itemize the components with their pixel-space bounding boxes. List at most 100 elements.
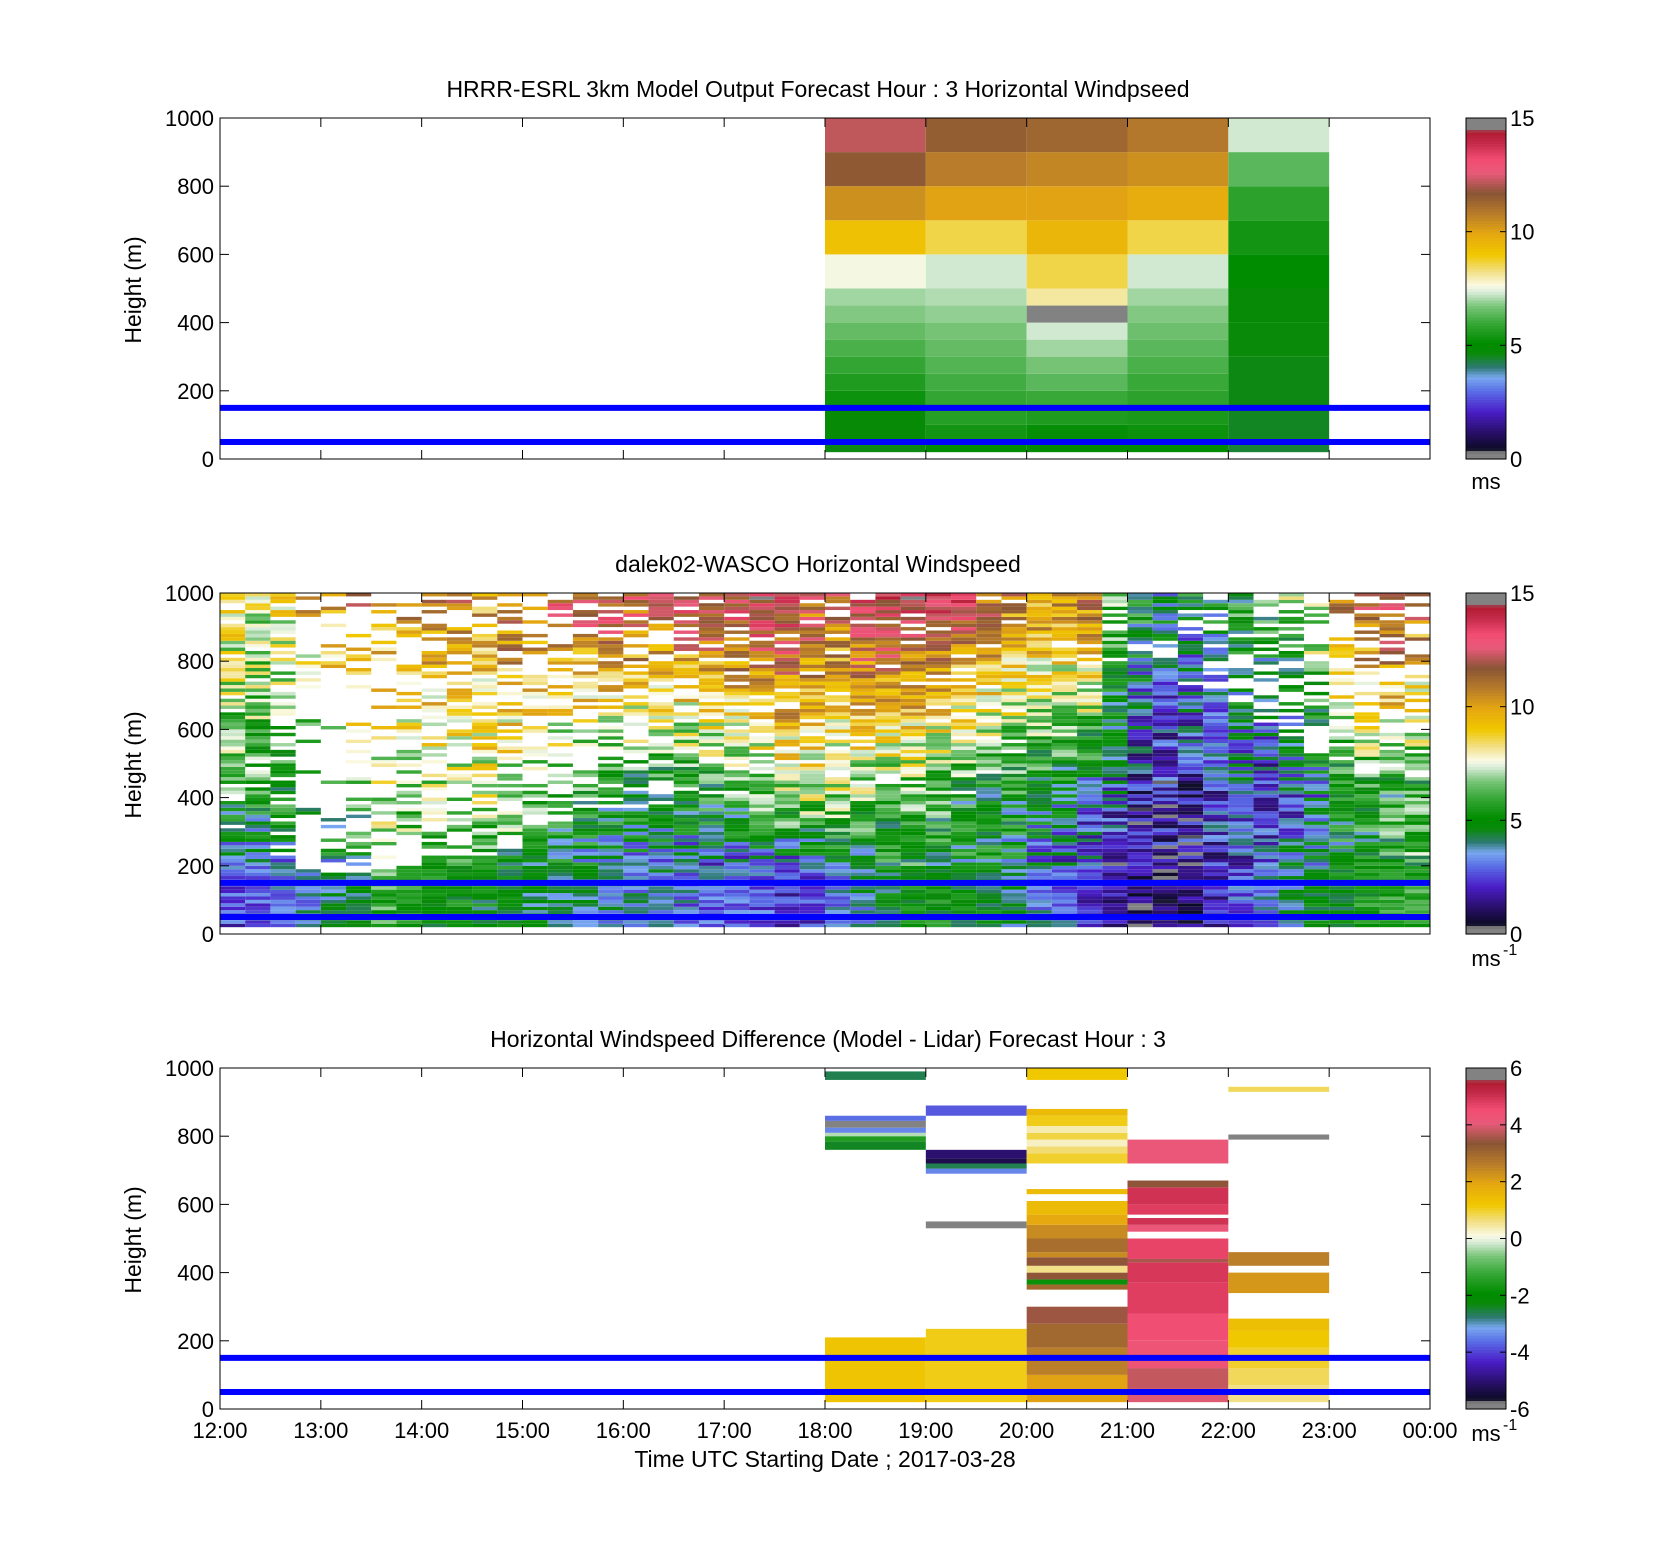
heatmap-cell	[1127, 630, 1153, 634]
heatmap-cell	[1001, 732, 1027, 737]
heatmap-cell	[1026, 743, 1052, 747]
heatmap-cell	[245, 841, 271, 846]
heatmap-cell	[1026, 896, 1052, 900]
heatmap-cell	[1051, 783, 1078, 788]
colorbar-segment	[1466, 228, 1506, 233]
heatmap-cell	[749, 685, 775, 689]
heatmap-cell	[497, 708, 523, 713]
heatmap-cell	[1102, 828, 1128, 832]
heatmap-cell	[875, 794, 901, 798]
heatmap-cell	[1253, 848, 1279, 853]
heatmap-cell	[1278, 773, 1304, 778]
heatmap-cell	[1203, 620, 1229, 624]
heatmap-cell	[925, 801, 952, 805]
heatmap-cell	[850, 777, 876, 781]
heatmap-cell	[900, 712, 926, 716]
heatmap-cell	[951, 688, 977, 692]
heatmap-cell	[1253, 736, 1279, 740]
heatmap-cell	[673, 845, 699, 849]
heatmap-cell	[220, 801, 246, 805]
heatmap-cell	[1001, 790, 1027, 795]
heatmap-cell	[951, 596, 977, 600]
colorbar-segment	[1466, 1227, 1506, 1231]
heatmap-cell	[698, 804, 725, 808]
heatmap-cell	[1203, 763, 1229, 767]
heatmap-cell	[1152, 869, 1178, 873]
colorbar-segment	[1466, 1318, 1506, 1322]
heatmap-cell	[698, 616, 725, 621]
heatmap-cell	[799, 821, 825, 825]
heatmap-cell	[598, 872, 624, 877]
heatmap-cell	[1329, 910, 1355, 914]
heatmap-cell	[925, 685, 952, 689]
colorbar-segment	[1466, 331, 1506, 335]
heatmap-cell	[497, 681, 523, 686]
heatmap-cell	[1001, 896, 1027, 900]
heatmap-cell	[774, 831, 800, 836]
heatmap-cell	[245, 848, 271, 853]
heatmap-cell	[1228, 620, 1254, 624]
heatmap-cell	[1379, 695, 1405, 699]
heatmap-cell	[1404, 821, 1430, 825]
heatmap-cell	[850, 599, 876, 604]
heatmap-cell	[572, 876, 599, 880]
heatmap-cell	[1102, 783, 1128, 788]
colorbar-segment	[1466, 638, 1506, 642]
heatmap-cell	[1203, 773, 1229, 778]
heatmap-cell	[825, 841, 851, 846]
heatmap-cell	[1051, 753, 1078, 757]
heatmap-cell	[1127, 390, 1229, 408]
heatmap-cell	[245, 787, 271, 791]
heatmap-cell	[572, 920, 599, 924]
heatmap-cell	[1127, 787, 1153, 791]
heatmap-cell	[245, 722, 271, 726]
colorbar-segment	[1466, 1352, 1506, 1356]
heatmap-cell	[900, 807, 926, 812]
heatmap-cell	[1102, 678, 1128, 682]
heatmap-cell	[522, 889, 548, 894]
heatmap-cell	[1379, 807, 1405, 812]
heatmap-cell	[875, 848, 901, 853]
heatmap-cell	[1177, 596, 1204, 600]
heatmap-cell	[497, 633, 523, 638]
heatmap-cell	[774, 828, 800, 832]
heatmap-cell	[1051, 623, 1078, 628]
heatmap-cell	[270, 753, 296, 757]
heatmap-cell	[623, 865, 649, 870]
heatmap-cell	[1303, 671, 1330, 675]
heatmap-cell	[1203, 896, 1229, 900]
heatmap-cell	[749, 633, 775, 638]
heatmap-cell	[1026, 640, 1052, 645]
heatmap-cell	[623, 593, 649, 597]
heatmap-cell	[295, 739, 321, 744]
heatmap-cell	[371, 603, 397, 607]
heatmap-cell	[900, 732, 926, 737]
reference-lines	[220, 1354, 1430, 1395]
heatmap-cell	[1379, 753, 1405, 757]
heatmap-cell	[1329, 766, 1355, 771]
heatmap-cell	[270, 725, 296, 730]
heatmap-cell	[598, 688, 624, 692]
heatmap-cell	[1051, 910, 1078, 914]
heatmap-cell	[1354, 650, 1380, 655]
heatmap-cell	[1303, 818, 1330, 822]
y-tick-label: 400	[177, 1261, 214, 1286]
heatmap-cell	[1026, 910, 1052, 914]
heatmap-cell	[698, 876, 725, 880]
heatmap-cell	[875, 920, 901, 924]
heatmap-cell	[1077, 920, 1103, 924]
heatmap-cell	[1177, 712, 1204, 716]
y-tick-label: 600	[177, 1192, 214, 1217]
heatmap-cell	[749, 835, 775, 839]
heatmap-cell	[371, 869, 397, 873]
heatmap-cell	[724, 869, 750, 873]
heatmap-cell	[774, 725, 800, 730]
heatmap-cell	[1102, 886, 1128, 890]
heatmap-cell	[850, 858, 876, 863]
colorbar-tick-label: -6	[1510, 1397, 1530, 1422]
heatmap-cell	[724, 906, 750, 911]
heatmap-cell	[1026, 152, 1128, 187]
colorbar-segment	[1466, 203, 1506, 207]
heatmap-cell	[698, 671, 725, 675]
heatmap-cell	[1228, 616, 1254, 621]
